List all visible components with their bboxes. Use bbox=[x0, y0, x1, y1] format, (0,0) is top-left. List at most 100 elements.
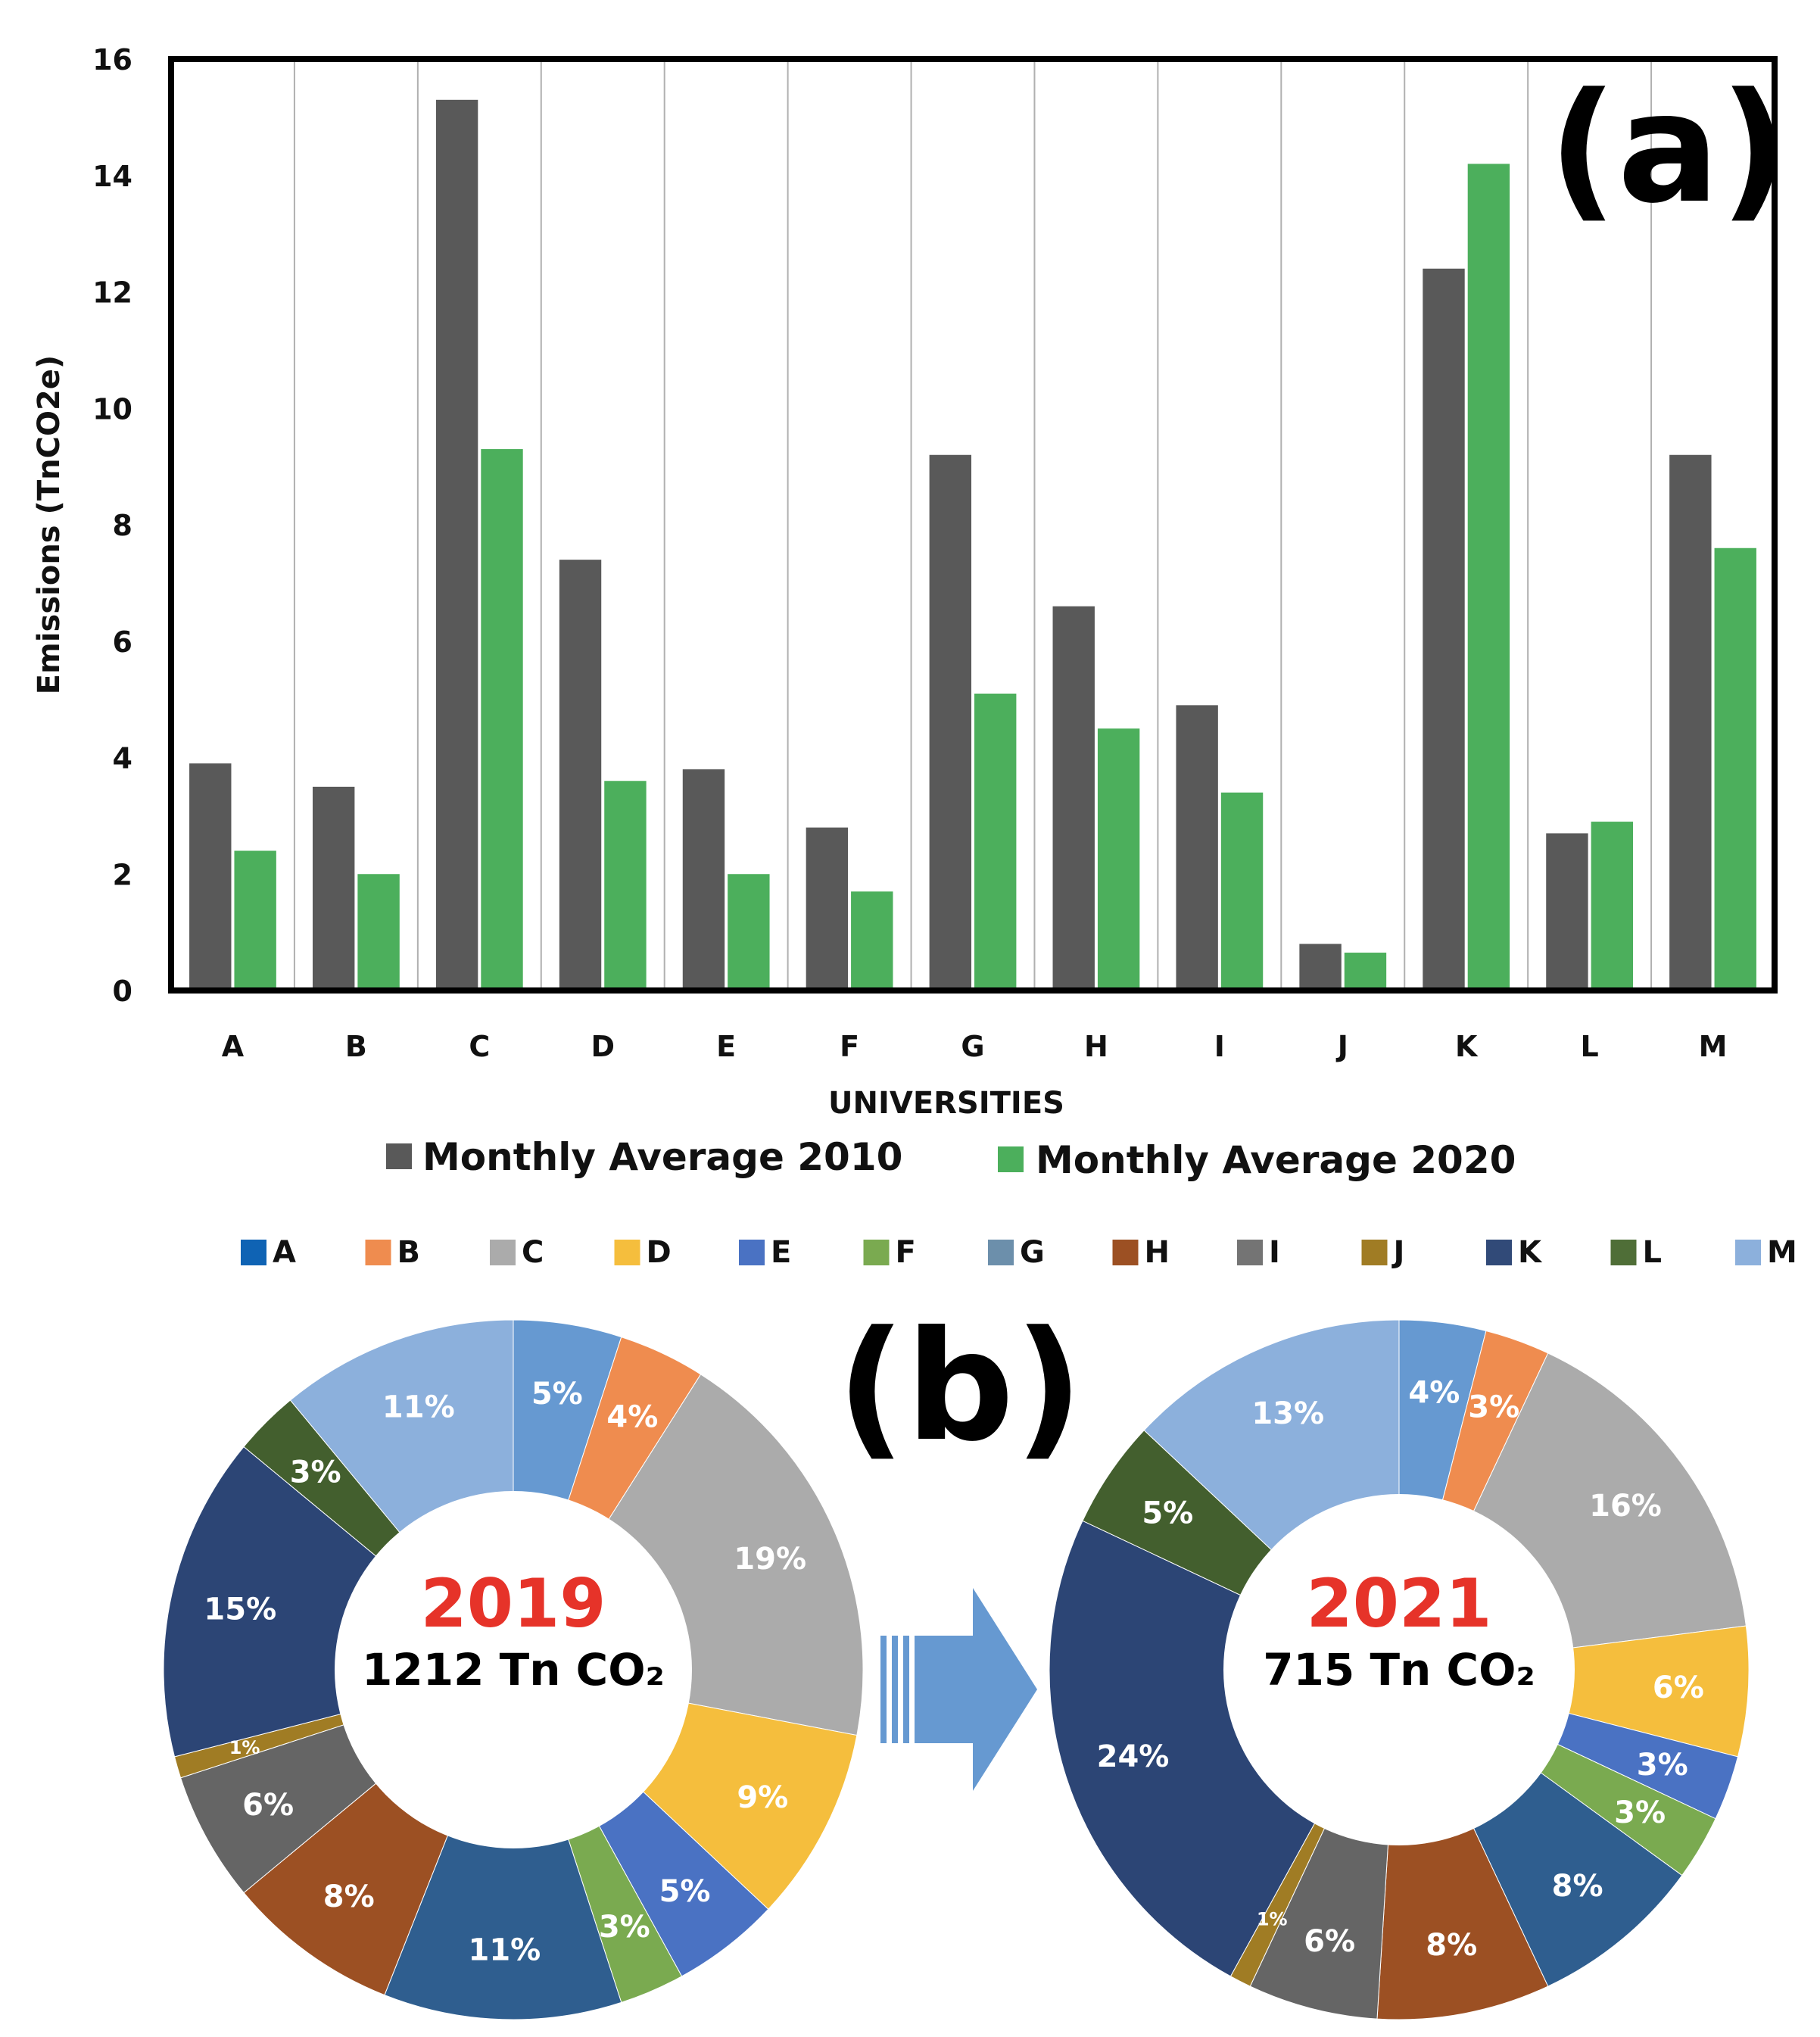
donut-2019-label-A: 5% bbox=[531, 1377, 583, 1412]
bar-J-2010 bbox=[1299, 944, 1342, 990]
pie-legend-swatch-H bbox=[1112, 1240, 1139, 1265]
bar-I-2020 bbox=[1220, 792, 1264, 990]
donut-2021-label-L: 5% bbox=[1142, 1496, 1193, 1530]
bar-E-2010 bbox=[682, 769, 725, 990]
legend-swatch-2020 bbox=[998, 1146, 1024, 1172]
y-axis-title: Emissions (TnCO2e) bbox=[32, 355, 67, 694]
bar-A-2010 bbox=[189, 763, 232, 990]
pie-legend-label-E: E bbox=[771, 1235, 791, 1270]
arrow-stripe-2 bbox=[892, 1636, 898, 1743]
donut-2019-label-F: 3% bbox=[599, 1910, 650, 1945]
donut-2021-label-I: 6% bbox=[1304, 1924, 1355, 1959]
bar-E-2020 bbox=[728, 874, 770, 990]
pie-legend-swatch-I bbox=[1237, 1240, 1263, 1265]
donut-2021-label-M: 13% bbox=[1251, 1396, 1324, 1431]
donut-2019-year: 2019 bbox=[421, 1564, 606, 1642]
x-tick-labels: A B C D E F G H I J K L M bbox=[222, 1030, 1728, 1063]
bar-L-2020 bbox=[1591, 822, 1634, 990]
donut-2019-label-E: 5% bbox=[659, 1874, 711, 1909]
bar-K-2010 bbox=[1423, 268, 1465, 990]
pie-legend-swatch-A bbox=[241, 1240, 266, 1265]
pie-legend-label-J: J bbox=[1391, 1235, 1405, 1270]
bar-chart-gridlines bbox=[293, 59, 1653, 990]
bar-G-2020 bbox=[974, 693, 1017, 990]
x-tick-label-M: M bbox=[1699, 1030, 1728, 1063]
y-tick-label: 8 bbox=[113, 509, 132, 542]
x-tick-label-C: C bbox=[469, 1030, 490, 1063]
pie-legend-swatch-J bbox=[1361, 1240, 1388, 1265]
bar-F-2010 bbox=[806, 827, 849, 990]
x-tick-label-L: L bbox=[1581, 1030, 1599, 1063]
donut-2021-slice-D bbox=[1398, 1625, 1750, 1758]
bar-C-2020 bbox=[481, 449, 523, 990]
panel-label-a: (a) bbox=[1548, 61, 1789, 237]
bar-legend: Monthly Average 2010 Monthly Average 202… bbox=[386, 1135, 1516, 1182]
donut-2019-label-B: 4% bbox=[606, 1400, 658, 1435]
y-tick-label: 14 bbox=[92, 160, 132, 193]
x-tick-label-J: J bbox=[1335, 1030, 1348, 1063]
pie-legend: A B C D E F G H I J K L M bbox=[241, 1235, 1797, 1270]
y-tick-label: 12 bbox=[92, 276, 132, 310]
bar-I-2010 bbox=[1176, 705, 1218, 990]
x-tick-label-A: A bbox=[222, 1030, 245, 1063]
bar-B-2010 bbox=[312, 786, 355, 990]
x-tick-label-G: G bbox=[961, 1030, 984, 1063]
donut-2021-labels: 4% 3%16%6%3%3%8%8%6%1%24%5%13% bbox=[1097, 1375, 1704, 1963]
donut-2021-label-H: 8% bbox=[1426, 1928, 1477, 1963]
legend-label-2010: Monthly Average 2010 bbox=[422, 1135, 902, 1179]
pie-legend-label-B: B bbox=[397, 1235, 421, 1270]
y-tick-label: 2 bbox=[113, 858, 132, 891]
x-tick-label-B: B bbox=[345, 1030, 367, 1063]
donut-2021-hole bbox=[1223, 1494, 1575, 1845]
x-tick-label-E: E bbox=[716, 1030, 736, 1063]
donut-2021-label-A: 4% bbox=[1408, 1375, 1460, 1410]
bar-chart: 0 2 4 6 8 10 12 14 16 A B C D E F G H I J K L M Emissions (T… bbox=[32, 43, 1789, 1182]
bar-G-2010 bbox=[929, 454, 971, 990]
pie-legend-swatch-C bbox=[490, 1240, 516, 1265]
pie-legend-swatch-M bbox=[1735, 1240, 1761, 1265]
donut-2019-label-C: 19% bbox=[734, 1542, 806, 1577]
y-tick-labels: 0 2 4 6 8 10 12 14 16 bbox=[92, 43, 132, 1008]
pie-legend-label-I: I bbox=[1269, 1235, 1280, 1270]
arrow-head bbox=[915, 1588, 1037, 1791]
pie-legend-label-A: A bbox=[273, 1235, 296, 1270]
pie-legend-label-H: H bbox=[1145, 1235, 1170, 1270]
bar-chart-plot-frame bbox=[168, 56, 1778, 994]
bar-J-2020 bbox=[1344, 953, 1387, 990]
pie-legend-swatch-L bbox=[1610, 1240, 1637, 1265]
donut-2021-label-K: 24% bbox=[1097, 1739, 1170, 1774]
pie-legend-swatch-D bbox=[614, 1240, 640, 1265]
pie-legend-swatch-K bbox=[1486, 1240, 1512, 1265]
donut-2019-label-J: 1% bbox=[229, 1737, 260, 1758]
panel-label-b: (b) bbox=[837, 1299, 1083, 1475]
donut-2021-label-G: 8% bbox=[1552, 1869, 1603, 1904]
donut-2021-total: 715 Tn CO₂ bbox=[1263, 1644, 1535, 1695]
donut-2021-label-J: 1% bbox=[1257, 1908, 1288, 1929]
donut-2019-hole bbox=[335, 1491, 692, 1848]
legend-swatch-2010 bbox=[386, 1143, 412, 1169]
x-tick-label-H: H bbox=[1084, 1030, 1108, 1063]
pie-legend-label-F: F bbox=[896, 1235, 916, 1270]
donut-2021-label-E: 3% bbox=[1637, 1748, 1688, 1783]
bar-F-2020 bbox=[851, 891, 893, 990]
pie-legend-swatch-E bbox=[739, 1240, 765, 1265]
y-tick-label: 4 bbox=[113, 742, 132, 775]
donut-2019-labels: 5% 4% 19% 9% 5% 3% 11% 8% 6% 1% 15% 3% 11% bbox=[204, 1377, 806, 1967]
pie-legend-label-K: K bbox=[1518, 1235, 1543, 1270]
donut-2019-label-H: 8% bbox=[323, 1879, 375, 1914]
x-tick-label-K: K bbox=[1455, 1030, 1479, 1063]
x-tick-label-D: D bbox=[591, 1030, 615, 1063]
bar-H-2020 bbox=[1097, 728, 1140, 990]
bar-A-2020 bbox=[234, 850, 276, 990]
pie-legend-swatch-G bbox=[988, 1240, 1014, 1265]
pie-legend-label-L: L bbox=[1643, 1235, 1663, 1270]
donut-2021-label-F: 3% bbox=[1614, 1795, 1666, 1830]
pie-legend-swatch-B bbox=[365, 1240, 391, 1265]
bar-chart-bars bbox=[189, 99, 1756, 990]
donut-2019-label-K: 15% bbox=[204, 1592, 276, 1627]
donut-chart-2019: 5% 4% 19% 9% 5% 3% 11% 8% 6% 1% 15% 3% 11% 2019 1212… bbox=[163, 1319, 864, 2020]
bar-B-2020 bbox=[357, 874, 400, 990]
y-tick-label: 0 bbox=[113, 975, 132, 1008]
bar-M-2010 bbox=[1669, 454, 1712, 990]
